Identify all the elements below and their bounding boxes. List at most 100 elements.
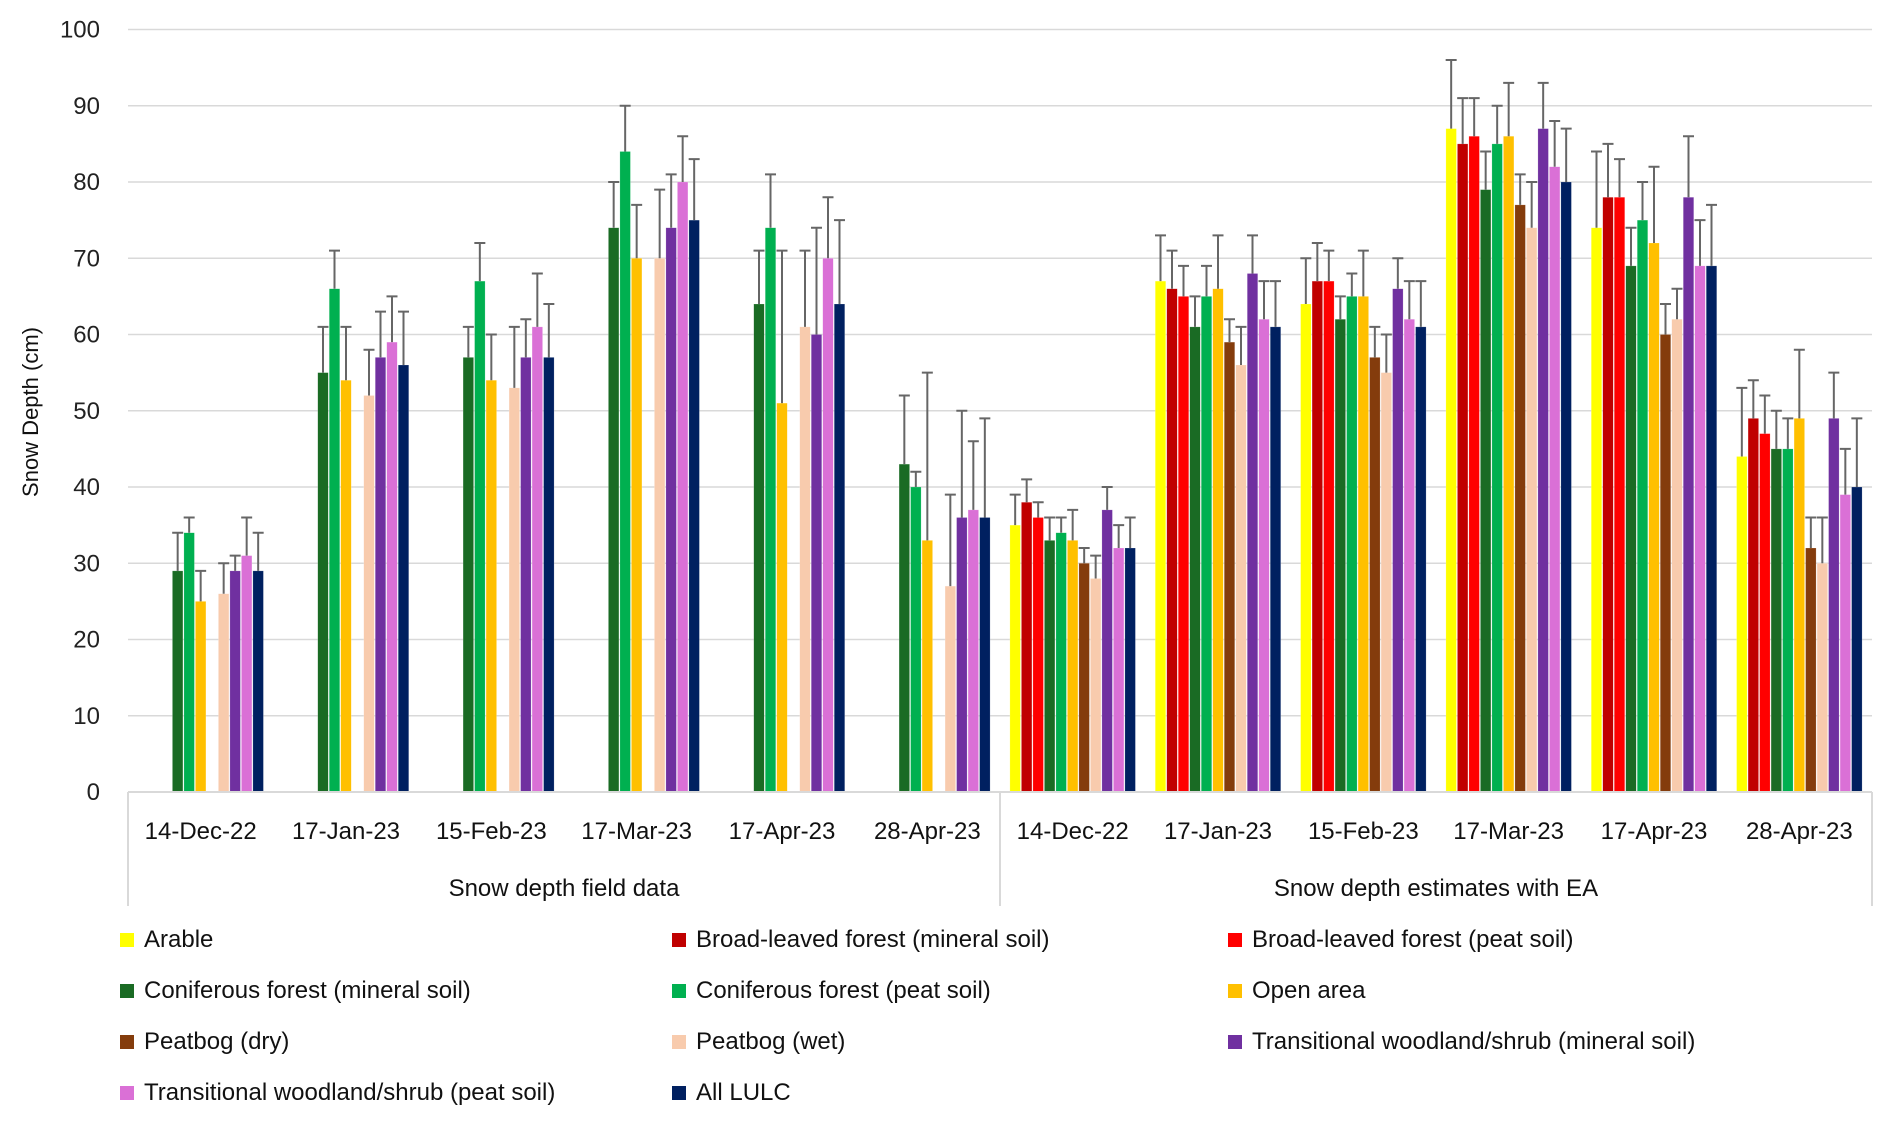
legend-item: Broad-leaved forest (peat soil) (1228, 922, 1574, 958)
bar (665, 227, 677, 793)
legend-item: Arable (120, 922, 213, 958)
x-tick-label: 28-Apr-23 (874, 818, 981, 845)
x-tick-label: 15-Feb-23 (436, 818, 547, 845)
bar (956, 517, 968, 793)
bar (520, 357, 532, 793)
bar (363, 395, 375, 793)
bar (1067, 540, 1079, 793)
bar (944, 585, 956, 793)
x-tick-label: 17-Mar-23 (581, 818, 692, 845)
bar (398, 364, 409, 793)
bar (317, 372, 329, 793)
legend-label: Transitional woodland/shrub (mineral soi… (1252, 1028, 1696, 1055)
bar (241, 555, 253, 793)
bar (1201, 296, 1212, 793)
bar (898, 463, 910, 793)
legend-item: Peatbog (wet) (672, 1024, 845, 1060)
bar (1770, 448, 1782, 793)
bar (834, 303, 845, 793)
legend-swatch (672, 933, 686, 947)
bar (619, 151, 631, 793)
x-tick-label: 17-Apr-23 (729, 818, 836, 845)
legend-swatch (672, 984, 686, 998)
bar (1625, 265, 1637, 793)
bar (172, 570, 184, 793)
legend-swatch (120, 933, 134, 947)
y-tick-label: 20 (73, 627, 100, 654)
bar (1270, 326, 1281, 793)
legend-item: Coniferous forest (peat soil) (672, 973, 991, 1009)
bar (375, 357, 386, 793)
bar (1480, 189, 1492, 793)
legend-swatch (120, 1035, 134, 1049)
legend-label: Peatbog (wet) (696, 1028, 846, 1055)
x-tick-label: 17-Jan-23 (1164, 818, 1272, 845)
bar (1101, 509, 1113, 793)
bar (386, 341, 398, 793)
bar (183, 532, 195, 793)
x-tick-label: 28-Apr-23 (1746, 818, 1853, 845)
bar (1736, 456, 1748, 793)
bar (1694, 265, 1706, 793)
legend-item: Transitional woodland/shrub (peat soil) (120, 1075, 555, 1111)
bar (1514, 204, 1526, 793)
legend-item: Open area (1228, 973, 1365, 1009)
bar (252, 570, 264, 793)
legend-swatch (672, 1086, 686, 1100)
bar (822, 258, 834, 793)
bar (1660, 334, 1671, 793)
bar (1009, 524, 1021, 793)
x-tick-label: 17-Jan-23 (292, 818, 400, 845)
bar (1247, 273, 1258, 793)
bar (1346, 296, 1358, 793)
bar (688, 219, 700, 793)
legend-item: Transitional woodland/shrub (mineral soi… (1228, 1024, 1695, 1060)
y-axis-ticks: 0 10 20 30 40 50 60 70 80 90 100 (60, 17, 100, 807)
bar (1189, 326, 1201, 793)
bar (631, 258, 643, 793)
bar (1793, 418, 1805, 793)
bar (329, 288, 340, 793)
x-tick-label: 17-Apr-23 (1601, 818, 1708, 845)
bar (1671, 319, 1683, 793)
y-tick-label: 90 (73, 93, 100, 120)
bar (1445, 128, 1457, 793)
bar (1124, 547, 1136, 793)
bar (229, 570, 241, 793)
legend-label: Broad-leaved forest (peat soil) (1252, 926, 1574, 953)
bar (1300, 303, 1312, 793)
bar (753, 303, 765, 793)
y-tick-label: 50 (73, 398, 100, 425)
y-tick-label: 30 (73, 550, 100, 577)
bar (811, 334, 822, 793)
bar (1178, 296, 1189, 793)
bar (1637, 219, 1648, 793)
bar (508, 387, 520, 793)
bar (1491, 143, 1503, 793)
bar (462, 357, 474, 793)
bar (1747, 418, 1759, 793)
bar (1706, 265, 1717, 793)
bar (1044, 540, 1056, 793)
legend-label: Arable (144, 926, 214, 953)
x-tick-label: 14-Dec-22 (1017, 818, 1129, 845)
bar (1090, 578, 1102, 793)
y-tick-label: 0 (87, 779, 100, 806)
legend-item: Coniferous forest (mineral soil) (120, 973, 471, 1009)
bar (677, 181, 689, 793)
bar (1839, 494, 1851, 793)
bar (195, 601, 207, 793)
bar (1323, 280, 1335, 793)
bar (1021, 502, 1033, 793)
legend-swatch (1228, 984, 1242, 998)
bar (608, 227, 620, 793)
y-tick-label: 10 (73, 703, 100, 730)
bar (1380, 372, 1392, 793)
bar (1648, 242, 1660, 793)
bar (1782, 448, 1794, 793)
legend-item: Broad-leaved forest (mineral soil) (672, 922, 1049, 958)
legend-label: Transitional woodland/shrub (peat soil) (144, 1079, 556, 1106)
snow-depth-chart: 0 10 20 30 40 50 60 70 80 90 100 Snow Depth (cm) 1… (18, 17, 1873, 906)
bar (1457, 143, 1469, 793)
y-tick-label: 60 (73, 322, 100, 349)
